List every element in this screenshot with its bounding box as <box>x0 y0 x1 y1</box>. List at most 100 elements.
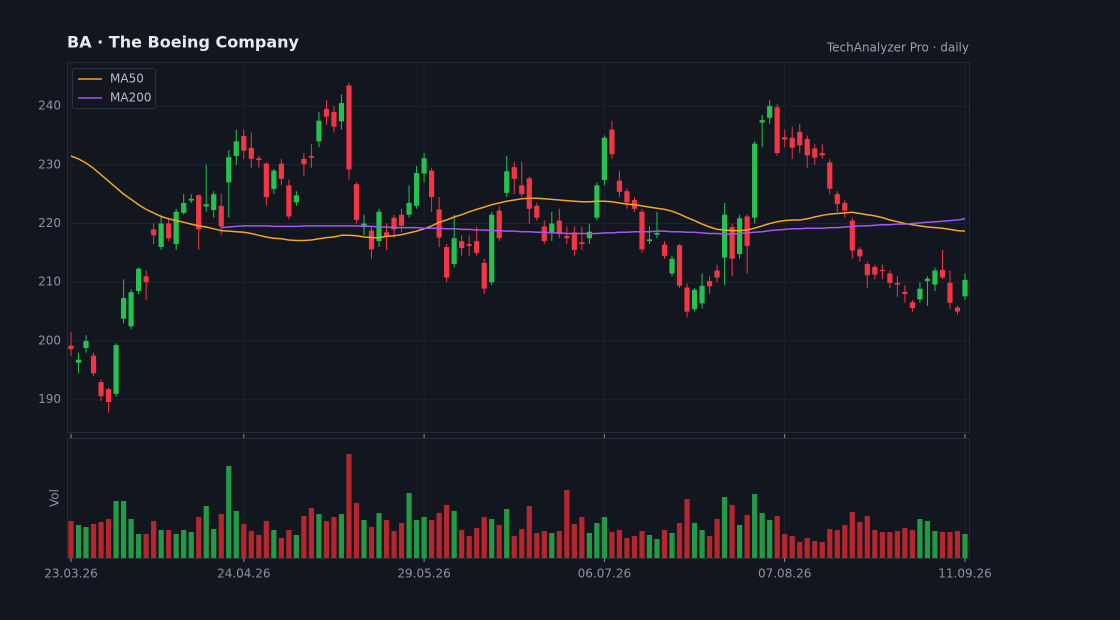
volume-bar <box>654 539 660 558</box>
volume-bar <box>308 508 315 558</box>
candle-body <box>451 238 457 265</box>
candle-body <box>286 185 292 217</box>
volume-bar <box>699 530 705 558</box>
volume-bar <box>316 514 322 558</box>
candle-body <box>609 129 615 155</box>
candle-body <box>691 289 698 310</box>
volume-bar <box>151 521 157 558</box>
candle-body <box>436 209 442 238</box>
candle-body <box>368 230 375 250</box>
volume-bar <box>759 513 765 558</box>
volume-bar <box>849 512 855 558</box>
volume-bar <box>706 536 713 558</box>
candle-body <box>782 137 788 140</box>
volume-bar <box>932 531 938 558</box>
volume-bar <box>797 542 803 558</box>
chart-subtitle: TechAnalyzer Pro · daily <box>826 41 969 55</box>
candle-body <box>534 205 540 218</box>
volume-bar <box>646 535 653 558</box>
candle-body <box>624 191 630 203</box>
volume-bar <box>98 522 104 558</box>
candle-body <box>181 202 187 213</box>
candle-body <box>346 85 352 170</box>
volume-bar <box>624 538 630 558</box>
candle-body <box>361 223 367 227</box>
candle-body <box>752 143 758 218</box>
volume-bar <box>586 533 592 558</box>
volume-bar <box>271 530 277 558</box>
candle-body <box>391 217 397 230</box>
volume-bar <box>939 532 946 558</box>
volume-bar <box>383 520 390 558</box>
volume-bar <box>864 516 870 558</box>
candle-body <box>541 226 547 242</box>
candle-body <box>136 268 142 292</box>
candle-body <box>661 244 668 256</box>
volume-bar <box>105 519 112 558</box>
candle-body <box>331 111 337 127</box>
volume-bar <box>323 521 330 558</box>
volume-bar <box>639 531 645 558</box>
candle-body <box>579 242 585 245</box>
candle-body <box>241 136 247 151</box>
volume-bar <box>774 516 780 558</box>
candle-body <box>812 148 818 158</box>
volume-bar <box>684 499 690 558</box>
candle-body <box>211 194 217 210</box>
candle-body <box>872 266 878 275</box>
volume-bar <box>120 501 127 558</box>
volume-bar <box>286 530 292 558</box>
volume-bar <box>519 529 525 558</box>
candle-body <box>917 288 923 300</box>
candle-body <box>293 195 299 203</box>
candle-body <box>203 204 209 207</box>
candle-body <box>98 382 104 397</box>
volume-bar <box>917 519 923 558</box>
legend-label: MA200 <box>110 91 151 105</box>
volume-bar <box>556 531 562 558</box>
volume-bar <box>909 530 916 558</box>
volume-bar <box>474 528 480 558</box>
volume-bar <box>812 541 818 558</box>
volume-bar <box>406 493 412 558</box>
volume-bar <box>767 520 773 558</box>
volume-bar <box>571 524 577 558</box>
volume-bar <box>714 519 720 558</box>
volume-bar <box>729 505 735 558</box>
candle-body <box>151 229 157 236</box>
candle-body <box>729 227 735 259</box>
candle-body <box>429 170 435 198</box>
y-tick-label: 190 <box>38 392 61 406</box>
y-tick-label: 210 <box>38 275 61 289</box>
volume-bar <box>526 506 532 558</box>
candle-body <box>902 291 908 294</box>
volume-bar <box>616 530 623 558</box>
candle-body <box>887 273 893 283</box>
candle-body <box>504 171 510 193</box>
candle-body <box>737 218 743 255</box>
candle-body <box>166 223 172 239</box>
volume-bar <box>489 519 495 558</box>
candle-body <box>932 270 938 285</box>
legend-label: MA50 <box>110 72 144 86</box>
volume-bar <box>872 530 878 558</box>
candle-body <box>767 106 773 118</box>
candle-body <box>699 285 705 304</box>
volume-bar <box>421 517 427 558</box>
x-tick-label: 06.07.26 <box>578 567 631 581</box>
volume-bar <box>166 530 172 558</box>
candle-body <box>842 202 848 211</box>
volume-bar <box>218 514 224 558</box>
candle-body <box>849 220 855 251</box>
candle-body <box>406 202 412 215</box>
volume-bar <box>579 517 585 558</box>
volume-bar <box>459 530 465 558</box>
volume-bar <box>789 536 795 558</box>
volume-bar <box>346 454 352 558</box>
volume-bar <box>376 513 382 558</box>
candle-body <box>188 198 194 201</box>
candle-body <box>105 389 112 403</box>
candle-body <box>827 162 833 189</box>
volume-bar <box>691 523 698 558</box>
